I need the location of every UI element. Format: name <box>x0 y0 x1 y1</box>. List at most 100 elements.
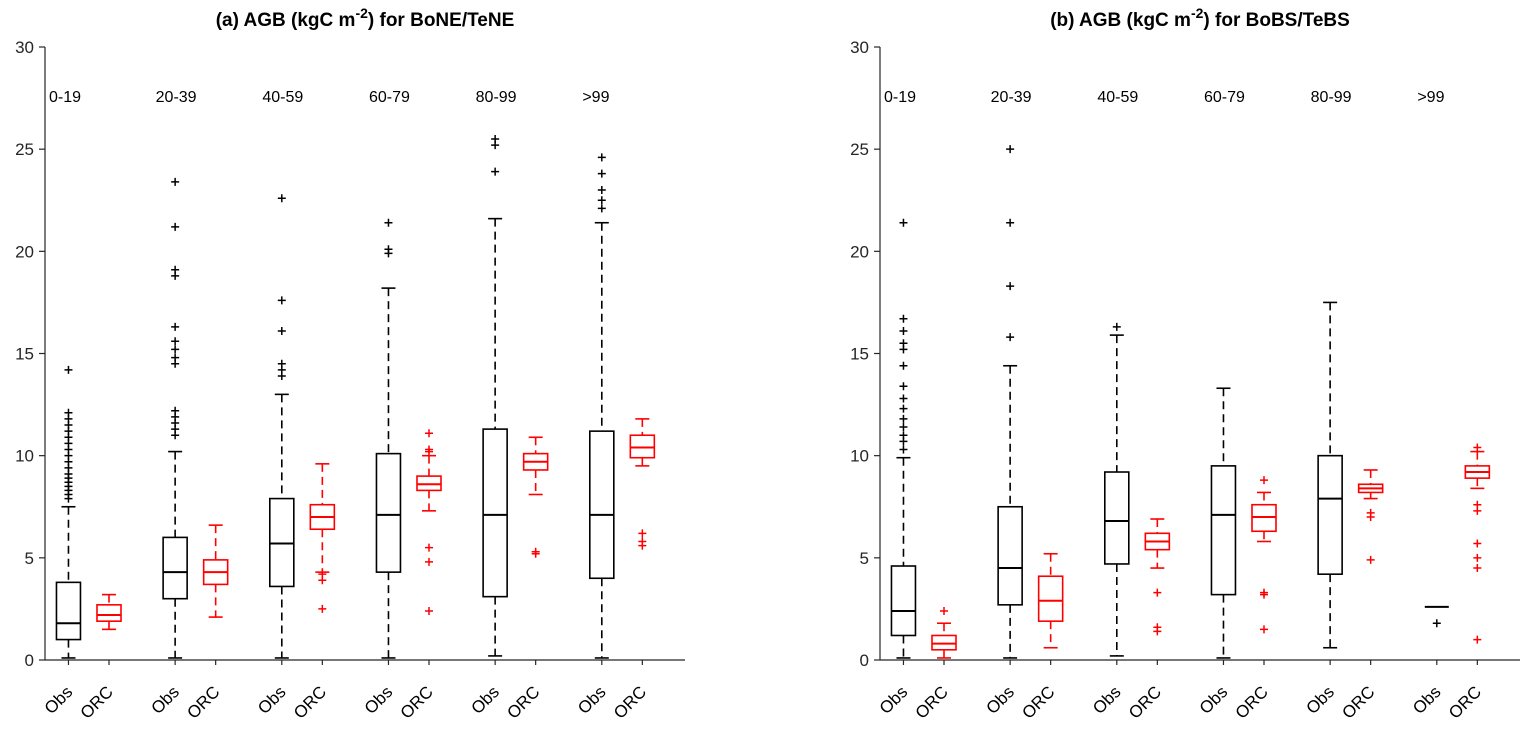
outlier-marker <box>1260 625 1268 634</box>
panel-title: (a) AGB (kgC m-2) for BoNE/TeNE <box>216 5 515 31</box>
panel-a: 0 5 10 15 20 25 30 (a) AGB (kgC m-2) for BoNE/T… <box>15 5 685 723</box>
outlier-marker <box>1006 282 1015 291</box>
series-label-orc: ORC <box>1018 682 1058 722</box>
series-label-obs: Obs <box>361 682 396 717</box>
y-tick-label: 25 <box>15 140 34 159</box>
outlier-marker <box>171 222 180 231</box>
group-label: 0-19 <box>49 89 81 106</box>
box-obs-group-0 <box>55 365 82 665</box>
outlier-marker <box>899 218 908 227</box>
box-obs-group-2 <box>268 194 295 665</box>
panel-title: (b) AGB (kgC m-2) for BoBS/TeBS <box>1050 5 1350 31</box>
outlier-marker <box>899 445 908 454</box>
outlier-marker <box>277 327 286 336</box>
iqr-box <box>1037 575 1064 622</box>
iqr-box <box>162 536 188 600</box>
box-orc-group-2 <box>309 463 336 665</box>
iqr-box <box>1317 454 1343 575</box>
series-label-orc: ORC <box>1338 682 1378 722</box>
y-tick-label: 0 <box>25 651 34 670</box>
outlier-marker <box>531 547 540 556</box>
iqr-box <box>931 634 957 651</box>
outlier-marker <box>277 194 286 203</box>
y-tick-label: 20 <box>15 242 34 261</box>
outlier-marker <box>171 353 180 362</box>
box-orc-group-5 <box>1464 443 1491 665</box>
series-label-obs: Obs <box>1409 682 1444 717</box>
box-orc-group-3 <box>416 429 442 665</box>
y-tick-label: 25 <box>850 140 869 159</box>
series-label-orc: ORC <box>397 682 437 722</box>
group-label: 40-59 <box>262 89 303 106</box>
outlier-marker <box>491 134 500 143</box>
box-orc-group-1 <box>202 524 229 665</box>
group-label: 0-19 <box>884 89 916 106</box>
series-label-orc: ORC <box>183 682 223 722</box>
series-label-obs: Obs <box>1089 682 1124 717</box>
group-label: 20-39 <box>991 89 1032 106</box>
outlier-marker <box>899 327 908 336</box>
outlier-marker <box>940 606 948 615</box>
outlier-marker <box>425 557 433 566</box>
series-label-obs: Obs <box>41 682 76 717</box>
box-orc-group-4 <box>1357 469 1384 665</box>
outlier-marker <box>1366 512 1375 521</box>
group-label: 60-79 <box>1204 89 1245 106</box>
iqr-box <box>1103 471 1130 565</box>
outlier-marker <box>425 447 433 456</box>
series-label-obs: Obs <box>254 682 289 717</box>
outlier-marker <box>1153 627 1162 636</box>
outlier-marker <box>277 359 286 368</box>
series-label-obs: Obs <box>876 682 911 717</box>
outlier-marker <box>491 167 500 176</box>
outlier-marker <box>171 177 180 186</box>
box-obs-group-1 <box>997 145 1023 665</box>
box-obs-group-0 <box>890 218 917 665</box>
iqr-box <box>268 497 295 588</box>
outlier-marker <box>899 382 908 391</box>
outlier-marker <box>899 314 908 323</box>
y-tick-label: 15 <box>850 345 869 364</box>
y-tick-label: 10 <box>850 447 869 466</box>
outlier-marker <box>899 339 908 348</box>
series-label-obs: Obs <box>982 682 1017 717</box>
outlier-marker <box>638 529 647 538</box>
box-obs-group-2 <box>1103 322 1130 665</box>
iqr-box <box>588 430 615 580</box>
outlier-marker <box>1260 476 1268 485</box>
outlier-marker <box>597 153 606 162</box>
outlier-marker <box>1473 443 1482 452</box>
outlier-marker <box>899 423 908 432</box>
outlier-marker <box>64 408 73 417</box>
group-label: 80-99 <box>1311 89 1352 106</box>
outlier-marker <box>899 361 908 370</box>
box-orc-group-3 <box>1251 476 1277 665</box>
iqr-box <box>482 428 508 598</box>
group-label: >99 <box>582 89 609 106</box>
outlier-marker <box>384 245 393 254</box>
outlier-marker <box>1006 145 1015 154</box>
iqr-box <box>997 505 1023 606</box>
outlier-marker <box>597 186 606 195</box>
outlier-marker <box>597 204 606 213</box>
y-tick-label: 5 <box>860 549 869 568</box>
series-label-obs: Obs <box>1196 682 1231 717</box>
panel-b: 0 5 10 15 20 25 30 (b) AGB (kgC m-2) for BoBS/T… <box>850 5 1520 723</box>
box-orc-group-0 <box>931 606 957 665</box>
series-label-orc: ORC <box>77 682 117 722</box>
series-label-obs: Obs <box>1302 682 1337 717</box>
y-tick-label: 30 <box>15 38 34 57</box>
group-label: 20-39 <box>156 89 197 106</box>
series-label-orc: ORC <box>610 682 650 722</box>
y-tick-label: 15 <box>15 345 34 364</box>
outlier-marker <box>1432 619 1441 628</box>
y-tick-label: 10 <box>15 447 34 466</box>
series-label-obs: Obs <box>147 682 182 717</box>
outlier-marker <box>1006 333 1015 342</box>
outlier-marker <box>318 570 327 579</box>
box-orc-group-4 <box>522 436 549 665</box>
box-orc-group-0 <box>96 593 122 665</box>
group-label: 40-59 <box>1097 89 1138 106</box>
series-label-orc: ORC <box>1232 682 1272 722</box>
